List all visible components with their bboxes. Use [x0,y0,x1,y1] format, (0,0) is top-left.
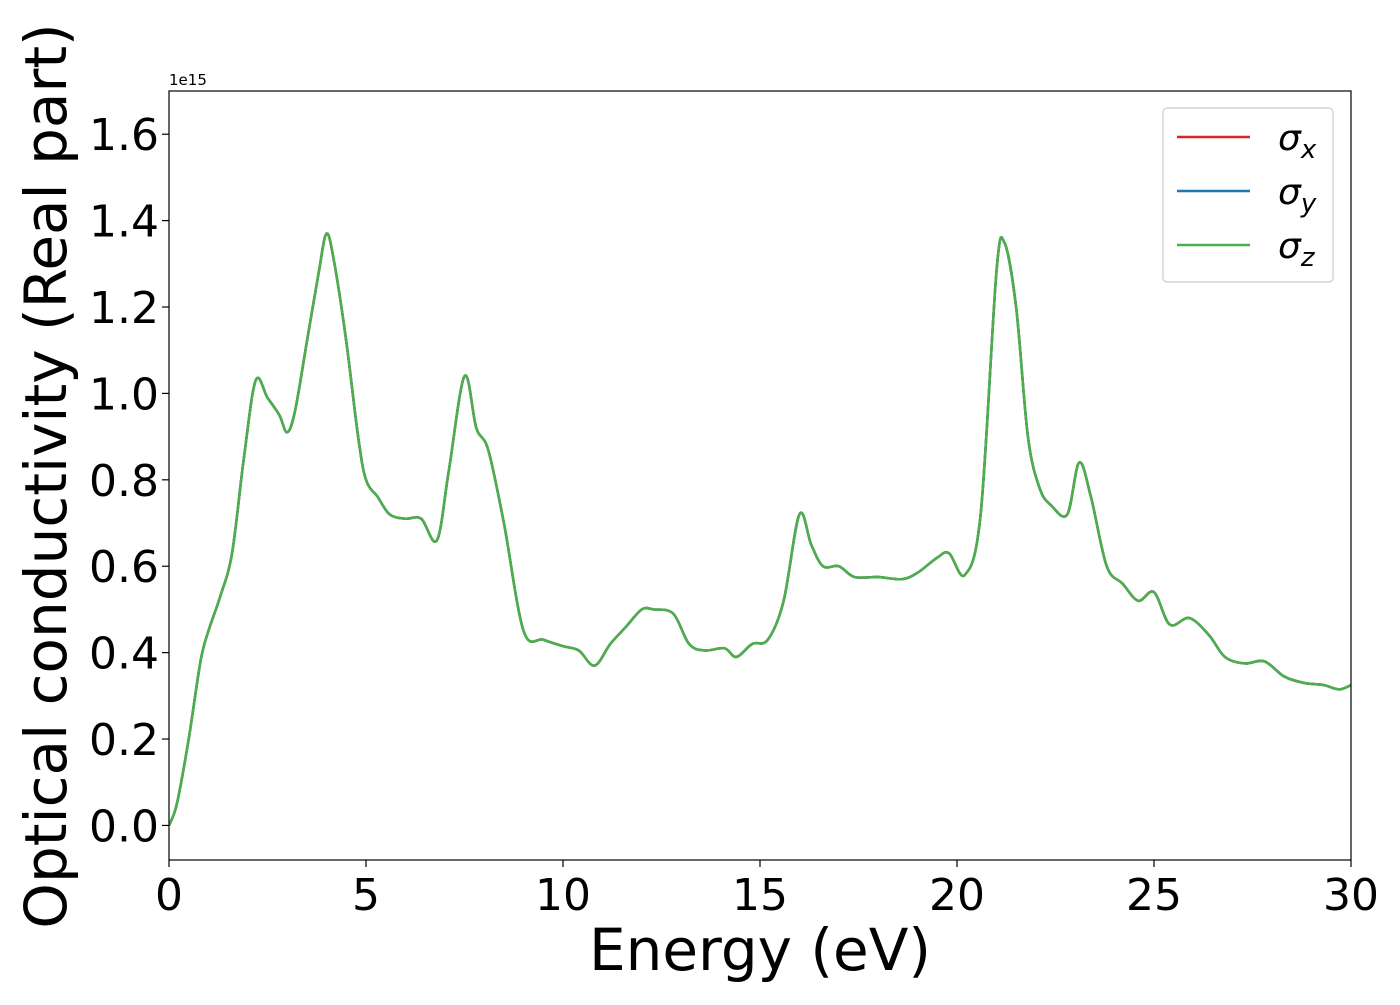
y-tick-label: 0.0 [89,801,159,852]
x-tick-label: 15 [732,870,788,921]
series-line-z [169,232,1351,826]
series-layer [169,232,1351,826]
x-tick-label: 20 [929,870,985,921]
x-axis-label: Energy (eV) [589,916,931,984]
y-tick-label: 0.2 [89,715,159,766]
x-tick-label: 30 [1323,870,1379,921]
legend-box [1162,107,1334,283]
legend-entries: σx σy σz [1177,118,1317,273]
legend: σx σy σz [1162,107,1334,283]
legend-label-x: σx [1278,118,1317,165]
x-tick-label: 0 [155,870,183,921]
x-tick-label: 5 [352,870,380,921]
legend-label-z: σz [1278,226,1316,273]
y-offset-label: 1e15 [169,71,207,89]
x-axis-ticks: 0 5 10 15 20 25 30 [155,860,1379,921]
y-axis-label: Optical conductivity (Real part) [12,23,80,928]
y-tick-label: 0.4 [89,629,159,680]
y-tick-label: 1.4 [89,197,159,248]
y-tick-label: 0.6 [89,542,159,593]
legend-label-y: σy [1278,172,1317,219]
y-tick-label: 1.6 [89,110,159,161]
x-tick-label: 10 [535,870,591,921]
y-tick-label: 1.0 [89,369,159,420]
y-axis-ticks: 0.0 0.2 0.4 0.6 0.8 1.0 1.2 1.4 1.6 [89,110,169,852]
x-tick-label: 25 [1126,870,1182,921]
y-tick-label: 1.2 [89,283,159,334]
series-line-y [169,232,1351,826]
y-tick-label: 0.8 [89,456,159,507]
series-line-x [169,232,1351,826]
